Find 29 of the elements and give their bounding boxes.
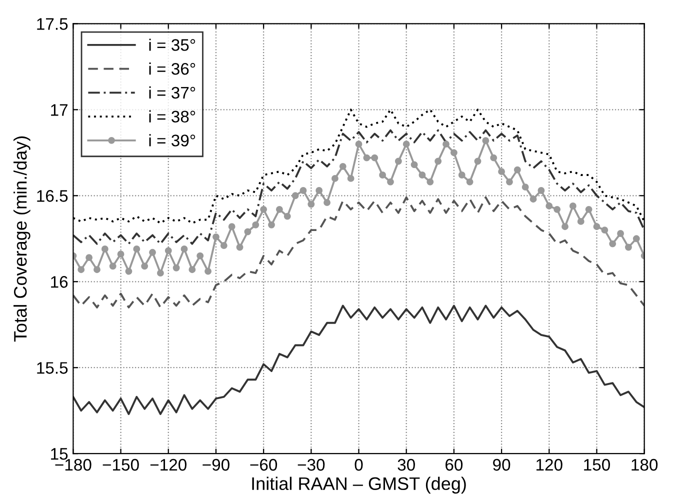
x-tick-label: 180 (632, 458, 658, 471)
legend-label: i = 37° (149, 86, 196, 99)
x-tick-label: −30 (298, 458, 325, 471)
y-tick-label: 15 (51, 448, 68, 460)
x-tick-label: −90 (202, 458, 230, 471)
y-tick-label: 15.5 (37, 362, 68, 374)
legend-label: i = 38° (149, 110, 196, 123)
y-axis-title: Total Coverage (min./day) (14, 136, 30, 342)
line-series (73, 196, 644, 308)
x-tick-label: 120 (536, 458, 562, 471)
x-tick-label: 60 (446, 458, 463, 471)
line-series (73, 304, 644, 416)
y-tick-label: 16.5 (37, 190, 68, 202)
y-tick-label: 17 (51, 104, 68, 116)
x-tick-label: 150 (584, 458, 610, 471)
x-tick-label: 30 (398, 458, 415, 471)
legend-label: i = 35° (149, 38, 196, 51)
x-tick-label: 90 (493, 458, 510, 471)
y-tick-label: 16 (51, 276, 68, 288)
x-tick-label: −60 (250, 458, 278, 471)
x-tick-label: −120 (150, 458, 186, 471)
x-tick-label: −180 (55, 458, 92, 471)
x-axis-title: Initial RAAN – GMST (deg) (252, 476, 466, 494)
y-tick-label: 17.5 (37, 18, 68, 30)
x-tick-label: −150 (102, 458, 139, 471)
legend-label: i = 36° (149, 62, 196, 75)
line-series (73, 129, 644, 245)
legend-label: i = 39° (149, 134, 196, 146)
x-tick-label: 0 (354, 458, 363, 471)
